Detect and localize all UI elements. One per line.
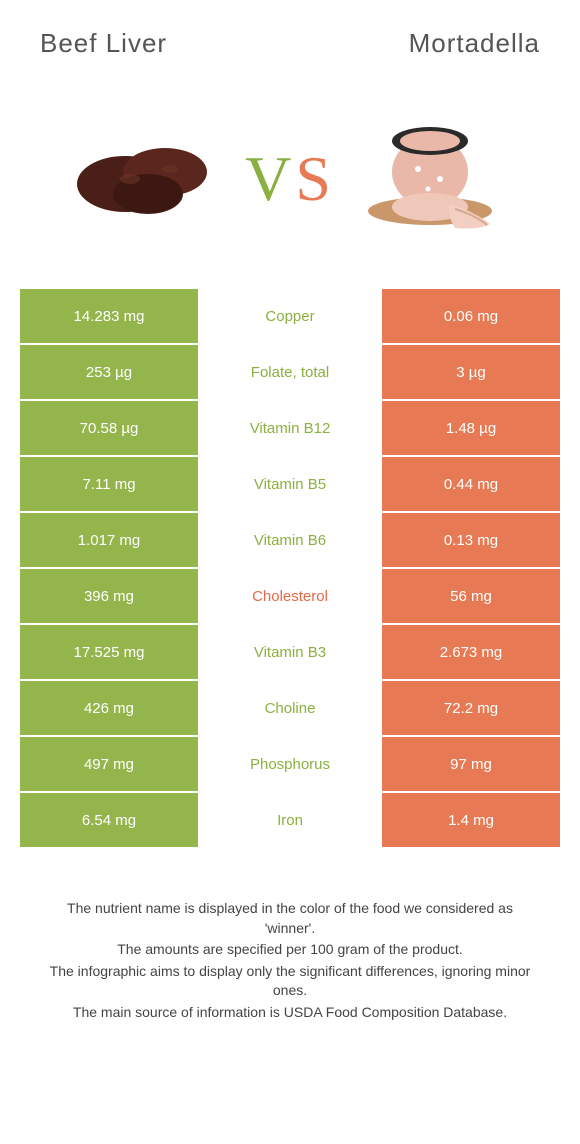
nutrient-name: Choline — [200, 681, 380, 735]
beef-liver-image — [65, 119, 235, 239]
left-value: 6.54 mg — [20, 793, 200, 847]
table-row: 14.283 mgCopper0.06 mg — [20, 289, 560, 345]
right-value: 2.673 mg — [380, 625, 560, 679]
left-food-title: Beef Liver — [40, 28, 167, 59]
header: Beef Liver Mortadella — [20, 28, 560, 79]
nutrient-name: Vitamin B12 — [200, 401, 380, 455]
left-value: 253 µg — [20, 345, 200, 399]
table-row: 70.58 µgVitamin B121.48 µg — [20, 401, 560, 457]
nutrient-name: Cholesterol — [200, 569, 380, 623]
right-value: 1.48 µg — [380, 401, 560, 455]
table-row: 6.54 mgIron1.4 mg — [20, 793, 560, 849]
right-value: 0.06 mg — [380, 289, 560, 343]
right-value: 0.13 mg — [380, 513, 560, 567]
right-food-title: Mortadella — [409, 28, 540, 59]
nutrient-name: Iron — [200, 793, 380, 847]
table-row: 17.525 mgVitamin B32.673 mg — [20, 625, 560, 681]
left-value: 70.58 µg — [20, 401, 200, 455]
left-value: 14.283 mg — [20, 289, 200, 343]
nutrient-name: Vitamin B5 — [200, 457, 380, 511]
comparison-hero: VS — [20, 109, 560, 249]
footnote-line: The amounts are specified per 100 gram o… — [40, 940, 540, 960]
nutrient-name: Vitamin B3 — [200, 625, 380, 679]
vs-v: V — [245, 143, 295, 214]
nutrient-name: Vitamin B6 — [200, 513, 380, 567]
vs-label: VS — [245, 142, 335, 216]
footnote-line: The nutrient name is displayed in the co… — [40, 899, 540, 938]
mortadella-image — [345, 119, 515, 239]
nutrient-name: Copper — [200, 289, 380, 343]
right-value: 56 mg — [380, 569, 560, 623]
left-value: 396 mg — [20, 569, 200, 623]
left-value: 426 mg — [20, 681, 200, 735]
table-row: 497 mgPhosphorus97 mg — [20, 737, 560, 793]
right-value: 1.4 mg — [380, 793, 560, 847]
nutrient-name: Folate, total — [200, 345, 380, 399]
table-row: 7.11 mgVitamin B50.44 mg — [20, 457, 560, 513]
left-value: 17.525 mg — [20, 625, 200, 679]
footnotes: The nutrient name is displayed in the co… — [20, 899, 560, 1023]
table-row: 396 mgCholesterol56 mg — [20, 569, 560, 625]
table-row: 426 mgCholine72.2 mg — [20, 681, 560, 737]
right-value: 3 µg — [380, 345, 560, 399]
left-value: 497 mg — [20, 737, 200, 791]
nutrient-table: 14.283 mgCopper0.06 mg253 µgFolate, tota… — [20, 289, 560, 849]
right-value: 0.44 mg — [380, 457, 560, 511]
left-value: 1.017 mg — [20, 513, 200, 567]
vs-s: S — [295, 143, 335, 214]
left-value: 7.11 mg — [20, 457, 200, 511]
right-value: 72.2 mg — [380, 681, 560, 735]
nutrient-name: Phosphorus — [200, 737, 380, 791]
footnote-line: The main source of information is USDA F… — [40, 1003, 540, 1023]
right-value: 97 mg — [380, 737, 560, 791]
footnote-line: The infographic aims to display only the… — [40, 962, 540, 1001]
table-row: 253 µgFolate, total3 µg — [20, 345, 560, 401]
table-row: 1.017 mgVitamin B60.13 mg — [20, 513, 560, 569]
